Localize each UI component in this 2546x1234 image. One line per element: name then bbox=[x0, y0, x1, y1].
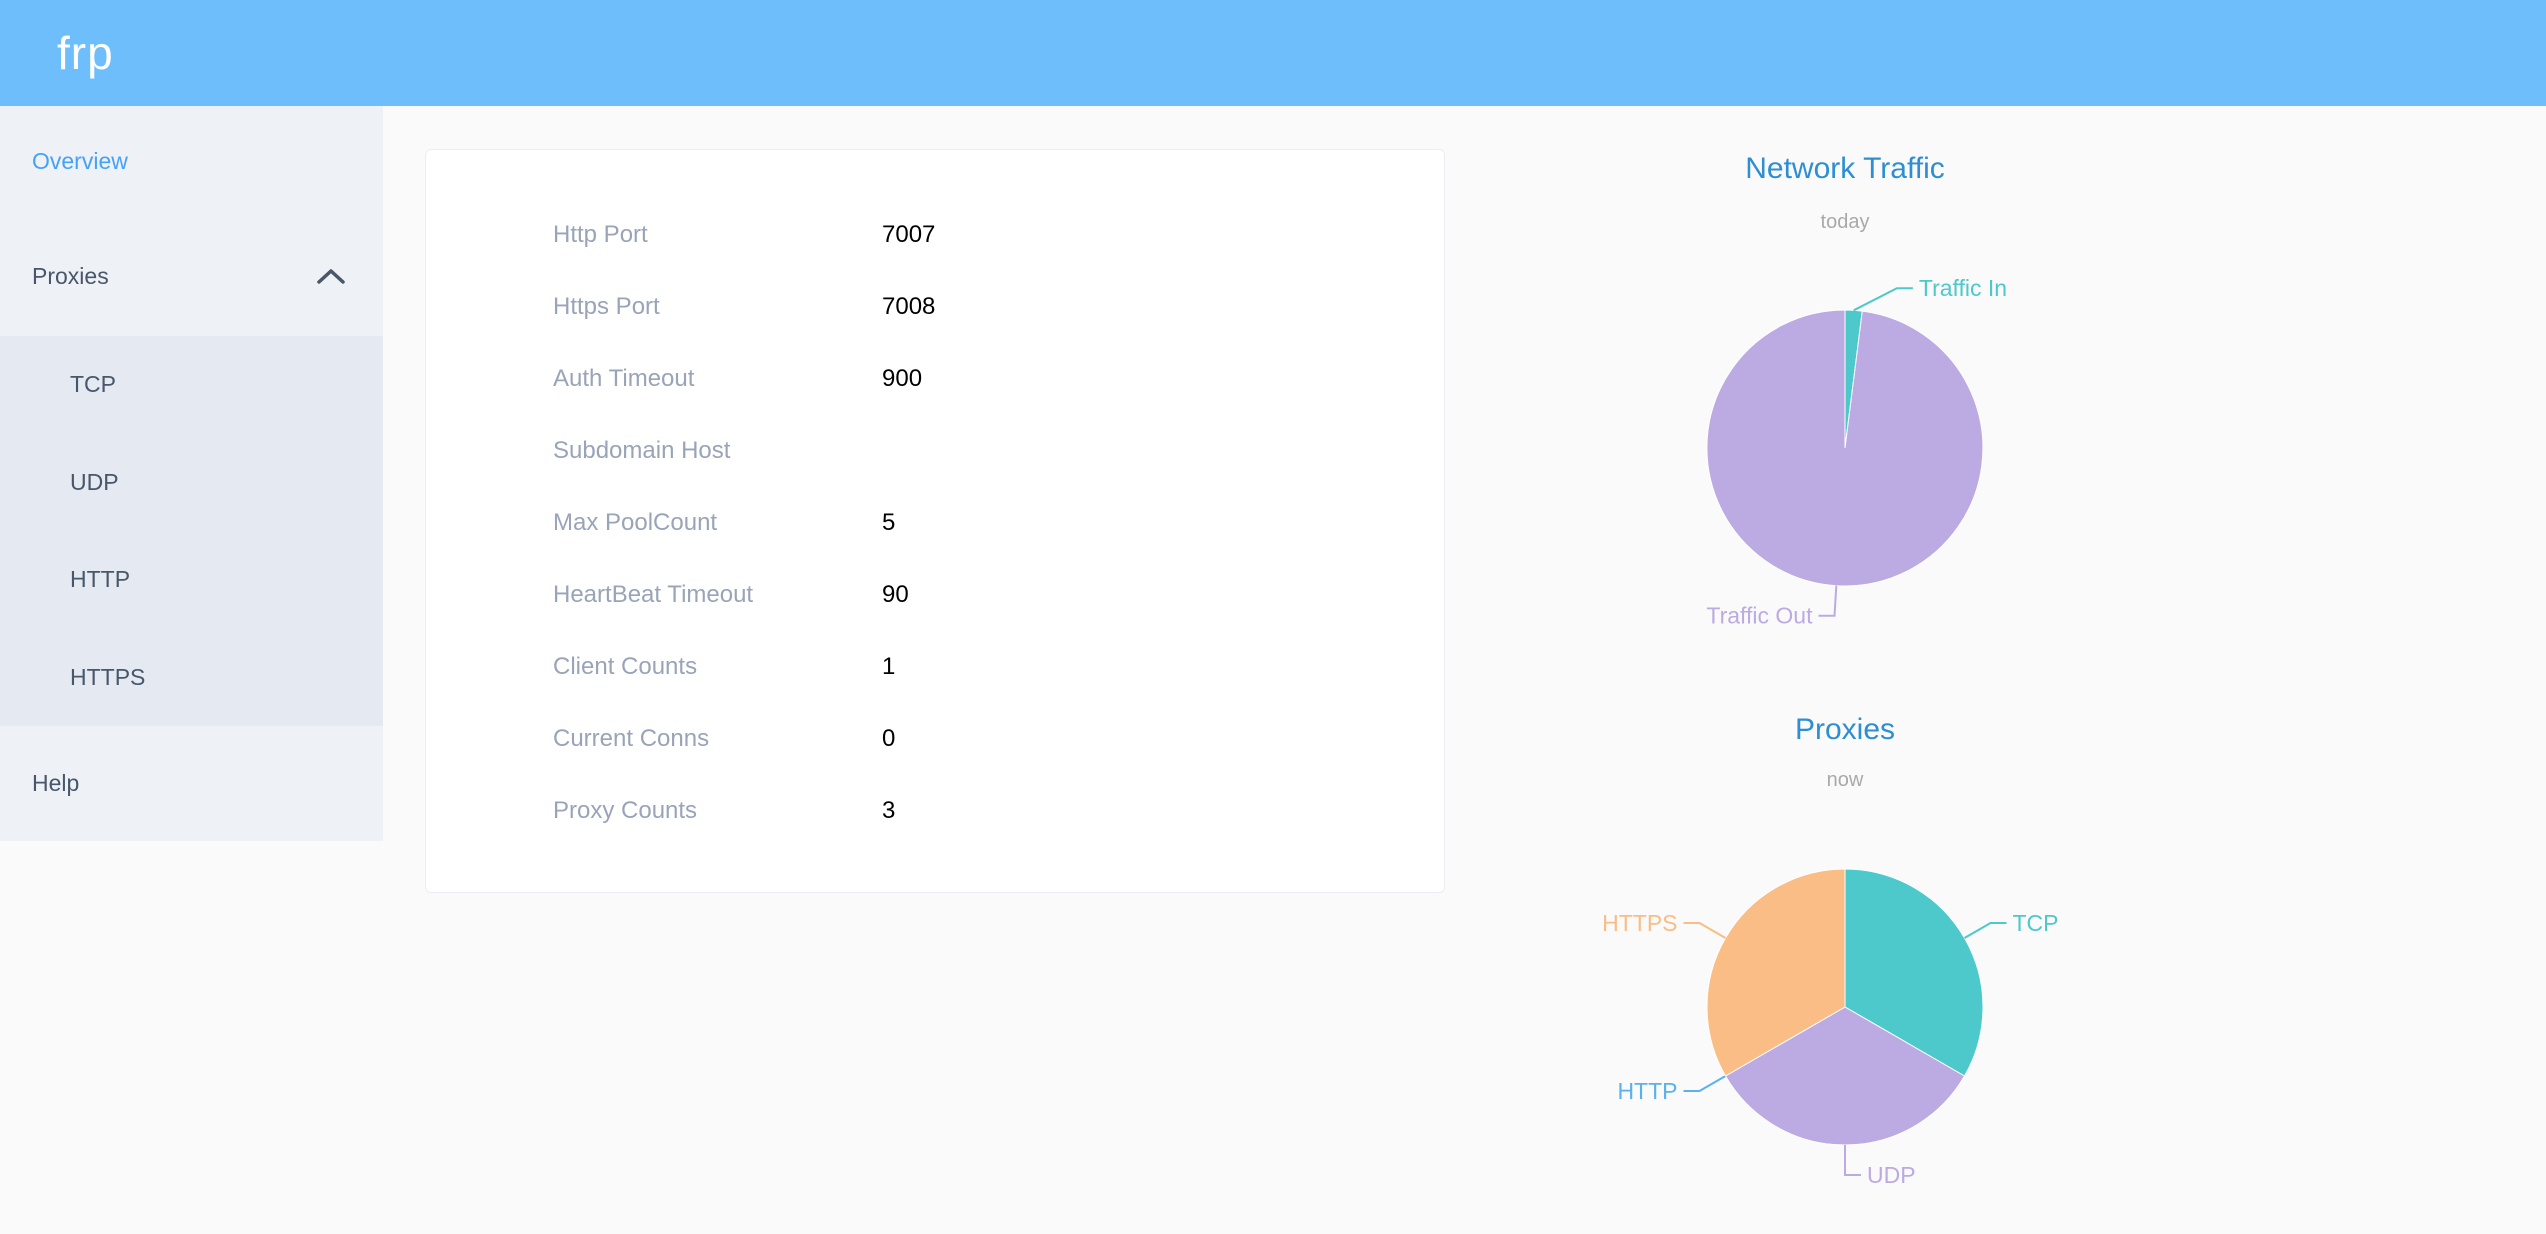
sidebar-item-http[interactable]: HTTP bbox=[0, 531, 383, 629]
overview-row: Max PoolCount 5 bbox=[426, 487, 1444, 559]
pie-label-traffic-in: Traffic In bbox=[1919, 275, 2007, 301]
pie-label-line-traffic-out bbox=[1818, 585, 1838, 617]
sidebar-item-https[interactable]: HTTPS bbox=[0, 629, 383, 727]
sidebar-item-overview-label: Overview bbox=[32, 147, 128, 174]
pie-label-line-http bbox=[1683, 1075, 1726, 1092]
network-traffic-title: Network Traffic bbox=[1745, 152, 1945, 185]
overview-row-label: Http Port bbox=[553, 221, 648, 248]
pie-label-tcp: TCP bbox=[2013, 910, 2059, 936]
sidebar-item-tcp-label: TCP bbox=[70, 371, 116, 398]
overview-row-label: Current Conns bbox=[553, 725, 710, 752]
pie-label-https: HTTPS bbox=[1602, 910, 1677, 936]
overview-row: Subdomain Host bbox=[426, 415, 1444, 487]
proxies-subtitle: now bbox=[1826, 769, 1864, 791]
pie-label-line-tcp bbox=[1964, 922, 2007, 939]
chevron-up-icon bbox=[317, 268, 345, 284]
pie-label-traffic-out: Traffic Out bbox=[1706, 603, 1813, 629]
pie-label-line-https bbox=[1683, 922, 1726, 939]
overview-row-value: 900 bbox=[882, 365, 923, 392]
overview-row-value: 0 bbox=[882, 725, 896, 752]
overview-row-label: HeartBeat Timeout bbox=[553, 581, 754, 608]
sidebar-item-http-label: HTTP bbox=[70, 566, 131, 593]
sidebar-item-udp-label: UDP bbox=[70, 468, 119, 495]
overview-row: Current Conns 0 bbox=[426, 703, 1444, 775]
overview-row-value: 90 bbox=[882, 581, 909, 608]
overview-row-label: Auth Timeout bbox=[553, 365, 695, 392]
pie-label-line-traffic-in bbox=[1853, 287, 1913, 312]
sidebar-item-tcp[interactable]: TCP bbox=[0, 336, 383, 434]
pie-label-line-udp bbox=[1844, 1145, 1861, 1176]
overview-row-value: 3 bbox=[882, 797, 896, 824]
sidebar-item-proxies[interactable]: Proxies bbox=[0, 216, 383, 336]
network-traffic-pie-chart: Traffic In Traffic Out bbox=[1706, 275, 2007, 629]
sidebar: Overview Proxies TCP UDP HTTP HTTPS Help bbox=[0, 106, 383, 841]
pie-label-http: HTTP bbox=[1617, 1078, 1677, 1104]
overview-row-value: 7008 bbox=[882, 293, 936, 320]
overview-rows: Http Port 7007 Https Port 7008 Auth Timeout 9… bbox=[426, 199, 1444, 847]
sidebar-item-help-label: Help bbox=[32, 770, 80, 796]
overview-row-label: Max PoolCount bbox=[553, 509, 718, 536]
proxies-pie-chart: TCP UDP HTTP HTTPS bbox=[1602, 868, 2059, 1188]
overview-row: Http Port 7007 bbox=[426, 199, 1444, 271]
overview-row: Client Counts 1 bbox=[426, 631, 1444, 703]
pie-label-udp: UDP bbox=[1867, 1162, 1916, 1188]
charts-column: Network Traffic today Traffic In Traffic … bbox=[1495, 0, 2195, 1234]
overview-row: HeartBeat Timeout 90 bbox=[426, 559, 1444, 631]
overview-row-value: 1 bbox=[882, 653, 896, 680]
overview-row-label: Https Port bbox=[553, 293, 660, 320]
sidebar-item-udp[interactable]: UDP bbox=[0, 434, 383, 532]
app-header: frp bbox=[0, 0, 2546, 106]
sidebar-item-overview[interactable]: Overview bbox=[0, 106, 383, 216]
overview-row-value: 7007 bbox=[882, 221, 936, 248]
proxies-title: Proxies bbox=[1794, 713, 1896, 746]
sidebar-item-help[interactable]: Help bbox=[0, 726, 383, 841]
overview-row-value: 5 bbox=[882, 509, 896, 536]
overview-row-label: Proxy Counts bbox=[553, 797, 698, 824]
pie-slice-udp bbox=[1724, 1006, 1966, 1146]
network-traffic-subtitle: today bbox=[1820, 211, 1870, 233]
overview-row: Auth Timeout 900 bbox=[426, 343, 1444, 415]
sidebar-item-proxies-label: Proxies bbox=[32, 262, 109, 289]
overview-row: Proxy Counts 3 bbox=[426, 775, 1444, 847]
pie-slice-traffic-out bbox=[1706, 309, 1984, 587]
sidebar-submenu-proxies: TCP UDP HTTP HTTPS bbox=[0, 336, 383, 726]
server-info-card: Http Port 7007 Https Port 7008 Auth Timeout 9… bbox=[425, 149, 1445, 893]
overview-row-label: Client Counts bbox=[553, 653, 698, 680]
pie-slice-tcp bbox=[1844, 868, 1984, 1077]
app-logo: frp bbox=[57, 27, 114, 79]
overview-row-label: Subdomain Host bbox=[553, 437, 731, 464]
overview-row: Https Port 7008 bbox=[426, 271, 1444, 343]
sidebar-item-https-label: HTTPS bbox=[70, 663, 146, 690]
